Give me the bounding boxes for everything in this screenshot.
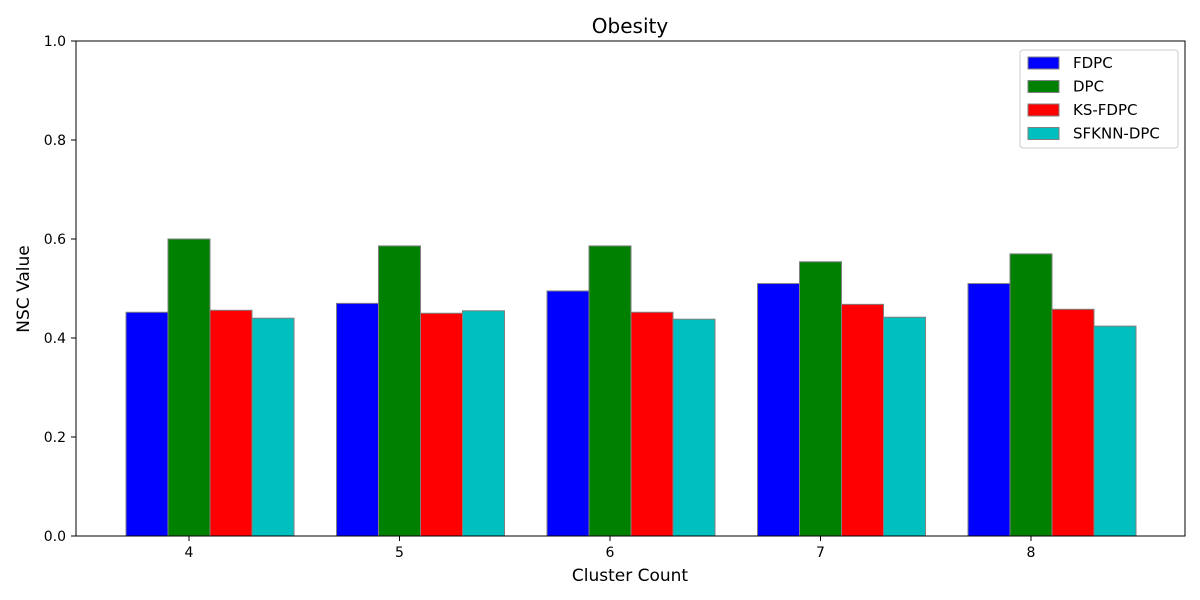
legend: FDPC DPC KS-FDPC SFKNN-DPC <box>1019 49 1179 149</box>
plot-frame <box>75 40 1186 537</box>
legend-frame <box>1019 49 1179 149</box>
y-tick-label: 1.0 <box>44 34 66 50</box>
bar-ks-fdpc-7 <box>841 303 884 537</box>
bar-fdpc-5 <box>336 302 379 537</box>
axes-layer: 0.0 0.2 0.4 0.6 0.8 1.0 4 5 6 7 8 <box>44 34 1186 561</box>
x-tick-label: 6 <box>606 545 615 561</box>
bar-ks-fdpc-5 <box>420 312 463 537</box>
bar-ks-fdpc-8 <box>1051 308 1095 537</box>
bar-sfknn-dpc-5 <box>462 310 505 537</box>
bar-sfknn-dpc-7 <box>883 316 926 537</box>
legend-swatch-dpc <box>1027 80 1060 93</box>
bar-sfknn-dpc-8 <box>1093 325 1137 537</box>
legend-label-ks-fdpc: KS-FDPC <box>1073 101 1137 119</box>
bars-layer <box>125 238 1137 537</box>
bar-dpc-7 <box>799 261 842 537</box>
bar-ks-fdpc-6 <box>630 311 674 537</box>
legend-label-dpc: DPC <box>1073 78 1104 96</box>
x-tick-label: 4 <box>185 545 194 561</box>
bar-ks-fdpc-4 <box>209 309 253 537</box>
y-tick-label: 0.6 <box>44 232 66 248</box>
y-tick-label: 0.4 <box>44 331 66 347</box>
y-tick-label: 0.2 <box>44 430 66 446</box>
legend-swatch-ks-fdpc <box>1027 103 1060 117</box>
bar-fdpc-6 <box>546 290 590 537</box>
x-tick-label: 8 <box>1027 545 1036 561</box>
legend-swatch-fdpc <box>1027 56 1060 70</box>
bar-fdpc-7 <box>757 283 800 537</box>
bar-dpc-5 <box>378 245 421 537</box>
y-axis-label: NSC Value <box>14 245 34 332</box>
legend-swatch-sfknn-dpc <box>1027 127 1060 140</box>
legend-label-fdpc: FDPC <box>1073 54 1113 72</box>
x-axis-label: Cluster Count <box>572 566 689 586</box>
bar-dpc-6 <box>588 245 632 537</box>
chart-title: Obesity <box>592 14 669 38</box>
x-tick-label: 7 <box>816 545 825 561</box>
bar-fdpc-4 <box>125 311 169 537</box>
bar-sfknn-dpc-6 <box>672 318 716 537</box>
y-tick-label: 0.8 <box>44 133 66 149</box>
y-tick-label: 0.0 <box>44 529 66 545</box>
legend-label-sfknn-dpc: SFKNN-DPC <box>1073 125 1160 143</box>
bar-sfknn-dpc-4 <box>251 317 295 537</box>
bar-fdpc-8 <box>967 283 1011 537</box>
bar-dpc-8 <box>1009 253 1053 537</box>
x-tick-label: 5 <box>395 545 404 561</box>
bar-dpc-4 <box>167 238 211 537</box>
